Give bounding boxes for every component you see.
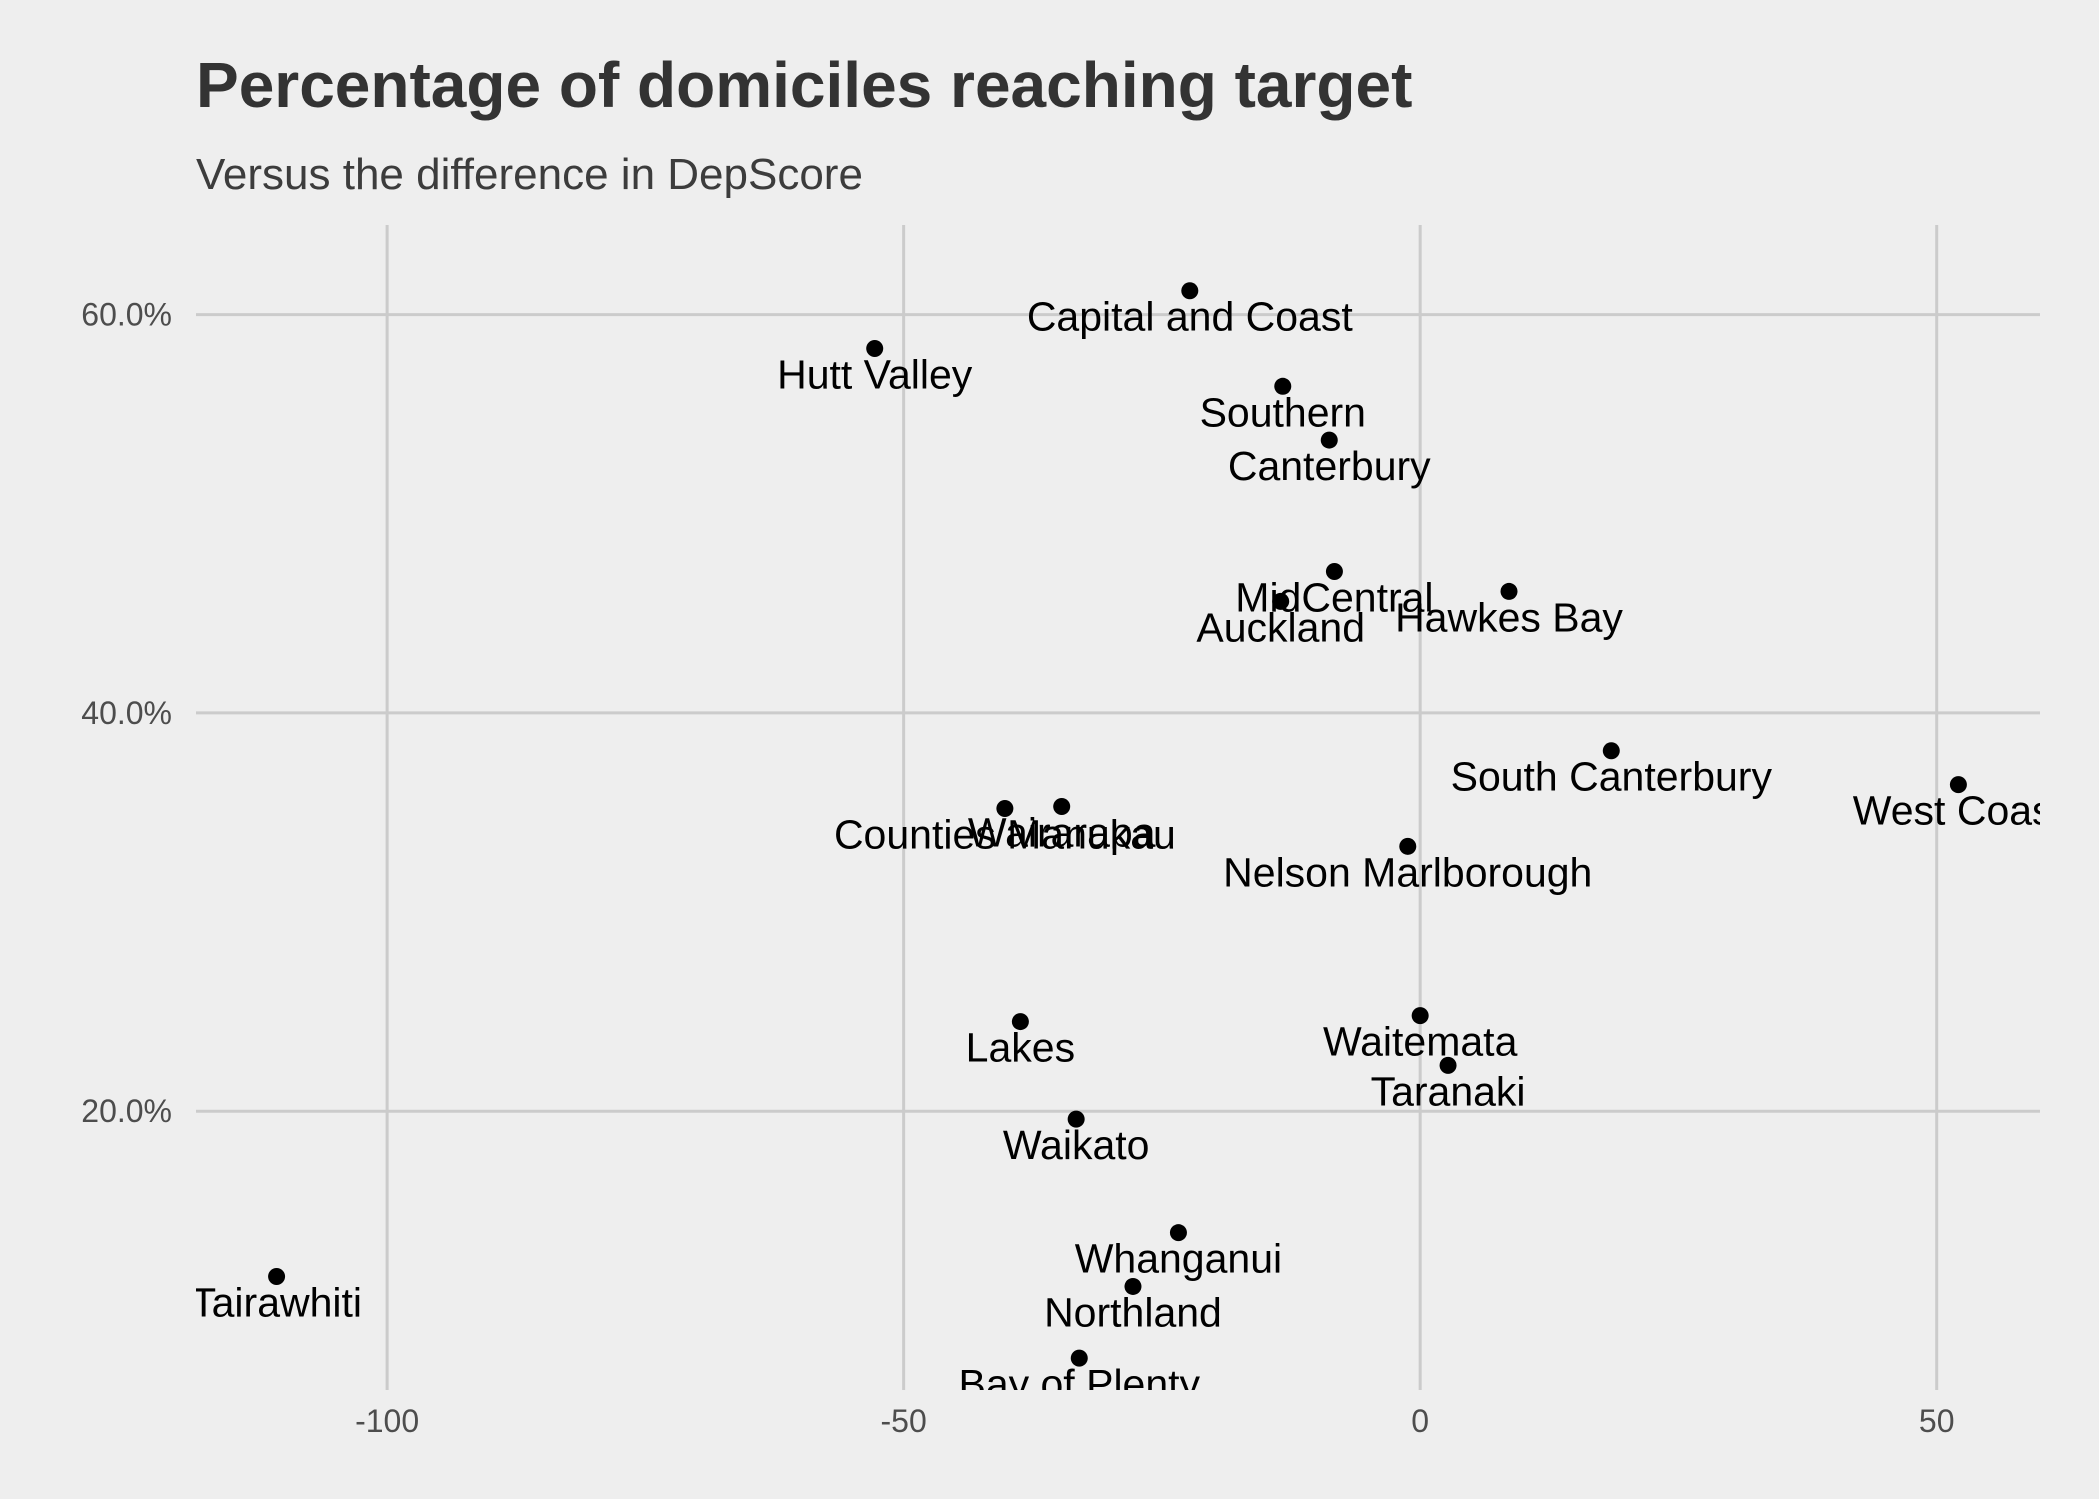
point-label: Taranaki: [1371, 1068, 1526, 1114]
point-label: Southern: [1200, 389, 1366, 435]
point-label: MidCentral: [1235, 575, 1433, 621]
data-point: [268, 1267, 286, 1285]
grid: [196, 225, 2040, 1390]
chart-subtitle: Versus the difference in DepScore: [196, 150, 863, 199]
point-label: Waitemata: [1323, 1019, 1518, 1065]
point-label: Auckland: [1196, 604, 1365, 650]
point-label: Nelson Marlborough: [1223, 849, 1592, 895]
data-point: [1070, 1349, 1088, 1367]
data-point: [1011, 1013, 1029, 1031]
point-label: Northland: [1044, 1289, 1222, 1335]
data-point: [996, 799, 1014, 817]
data-point: [1500, 582, 1518, 600]
data-point: [1399, 837, 1417, 855]
point-label: Tairawhiti: [191, 1279, 362, 1325]
point-label: Counties Manukau: [834, 811, 1176, 857]
point-label: Wairarapa: [968, 810, 1156, 856]
axes: -100 -50 0 50 20.0% 40.0% 60.0%: [81, 297, 1954, 1439]
point-label: Whanganui: [1075, 1236, 1282, 1282]
data-point: [1602, 742, 1620, 760]
x-tick-label: -100: [355, 1403, 419, 1439]
data-point: [1439, 1056, 1457, 1074]
data-point: [1272, 592, 1290, 610]
data-layer: Capital and Coast Hutt Valley Southern Cant…: [191, 282, 2065, 1407]
data-point: [1169, 1224, 1187, 1242]
data-point: [1325, 563, 1343, 581]
point-label: Waikato: [1003, 1122, 1150, 1168]
point-label: West Coast: [1853, 788, 2065, 834]
point-label: Canterbury: [1228, 443, 1431, 489]
point-label: Bay of Plenty: [958, 1361, 1200, 1407]
chart-title: Percentage of domiciles reaching target: [196, 49, 1413, 121]
x-tick-label: 50: [1919, 1403, 1955, 1439]
data-point: [1053, 798, 1071, 816]
point-label: Hutt Valley: [777, 351, 973, 397]
y-tick-label: 60.0%: [81, 297, 172, 333]
data-point: [1181, 282, 1199, 300]
data-point: [1320, 431, 1338, 449]
point-label: Hawkes Bay: [1395, 594, 1623, 640]
y-tick-label: 20.0%: [81, 1093, 172, 1129]
data-point: [866, 339, 884, 357]
point-label: Lakes: [966, 1025, 1075, 1071]
y-tick-label: 40.0%: [81, 695, 172, 731]
data-point: [1124, 1277, 1142, 1295]
x-tick-label: -50: [881, 1403, 927, 1439]
data-point: [1949, 776, 1967, 794]
x-tick-label: 0: [1411, 1403, 1429, 1439]
data-point: [1274, 377, 1292, 395]
point-label: Capital and Coast: [1027, 294, 1354, 340]
data-point: [1067, 1110, 1085, 1128]
data-point: [1411, 1007, 1429, 1025]
point-label: South Canterbury: [1451, 754, 1773, 800]
